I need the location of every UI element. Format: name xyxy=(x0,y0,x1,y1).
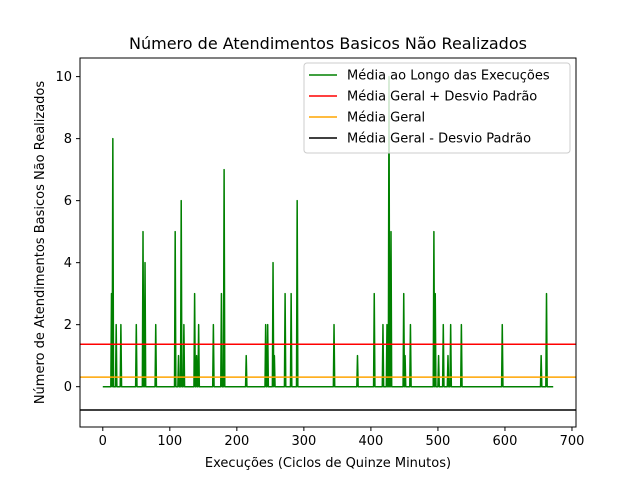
x-tick-label: 200 xyxy=(224,434,249,449)
x-tick-label: 700 xyxy=(560,434,585,449)
x-tick-label: 600 xyxy=(493,434,518,449)
x-axis-label: Execuções (Ciclos de Quinze Minutos) xyxy=(205,456,451,471)
legend-entry-label: Média Geral - Desvio Padrão xyxy=(347,132,531,147)
x-tick-label: 500 xyxy=(426,434,451,449)
x-tick-label: 0 xyxy=(99,434,107,449)
legend-entry-label: Média Geral xyxy=(347,111,425,126)
series-line-media-execucoes xyxy=(102,75,554,388)
y-axis-ticks: 0 2 4 6 8 10 xyxy=(55,70,80,395)
y-tick-label: 2 xyxy=(64,318,72,333)
legend-box xyxy=(303,62,571,154)
chart-title: Número de Atendimentos Basicos Não Reali… xyxy=(129,34,527,53)
y-tick-label: 8 xyxy=(64,132,72,147)
legend-entry-label: Média Geral + Desvio Padrão xyxy=(347,90,537,105)
y-tick-label: 10 xyxy=(55,70,72,85)
x-tick-label: 300 xyxy=(291,434,316,449)
y-tick-label: 4 xyxy=(64,256,72,271)
legend: Média ao Longo das Execuções Média Geral … xyxy=(303,62,571,154)
y-tick-label: 0 xyxy=(64,380,72,395)
x-tick-label: 100 xyxy=(157,434,182,449)
x-tick-label: 400 xyxy=(358,434,383,449)
legend-entry-label: Média ao Longo das Execuções xyxy=(347,69,550,84)
y-axis-label: Número de Atendimentos Basicos Não Reali… xyxy=(33,81,48,405)
plot-area xyxy=(80,75,576,411)
y-tick-label: 6 xyxy=(64,194,72,209)
axes-frame xyxy=(79,57,577,428)
x-axis-ticks: 0 100 200 300 400 500 600 700 xyxy=(99,427,585,449)
